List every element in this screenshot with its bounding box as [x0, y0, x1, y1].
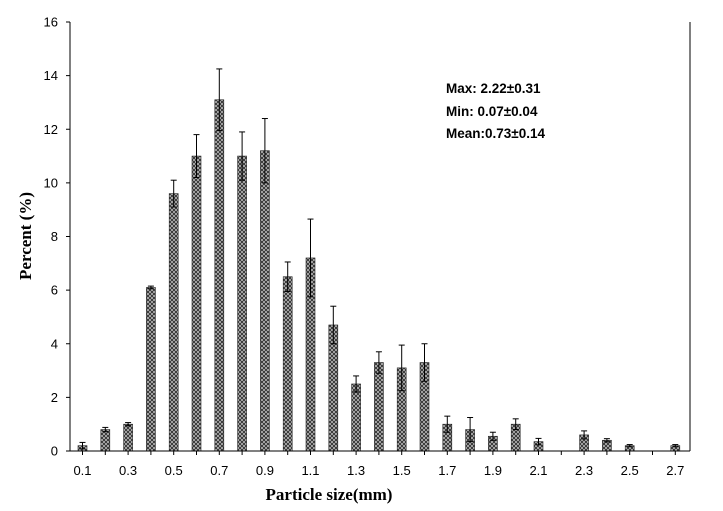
error-bar: [125, 422, 132, 427]
annotation-min: Min: 0.07±0.04: [446, 104, 538, 119]
error-bars-group: [79, 68, 679, 450]
y-tick-label: 10: [44, 175, 58, 190]
error-bar: [421, 343, 428, 382]
error-bar: [147, 285, 154, 290]
y-tick-label: 8: [51, 229, 58, 244]
error-bar: [261, 118, 268, 184]
error-bar: [79, 441, 86, 450]
error-bar: [375, 351, 382, 374]
error-bar: [672, 444, 679, 448]
bar: [237, 155, 247, 452]
y-tick-label: 4: [51, 336, 58, 351]
x-tick-label: 0.1: [73, 463, 91, 478]
x-tick-label: 1.9: [484, 463, 502, 478]
error-bar: [216, 68, 223, 132]
y-ticks-group: 0 2 4 6 8 10 12 14 16: [44, 15, 70, 459]
x-tick-label: 1.7: [438, 463, 456, 478]
error-bar: [467, 416, 474, 443]
x-tick-label: 0.5: [165, 463, 183, 478]
x-tick-label: 1.1: [301, 463, 319, 478]
x-tick-label: 2.3: [575, 463, 593, 478]
x-axis-title: Particle size(mm): [266, 485, 393, 504]
x-tick-label: 0.9: [256, 463, 274, 478]
bar: [282, 276, 293, 452]
y-tick-label: 16: [44, 15, 58, 30]
annotation-mean: Mean:0.73±0.14: [446, 126, 545, 141]
error-bar: [444, 415, 451, 433]
error-bar: [239, 131, 246, 181]
error-bar: [581, 430, 588, 440]
bar: [146, 287, 156, 452]
y-tick-label: 6: [51, 283, 58, 298]
error-bar: [307, 218, 314, 298]
error-bar: [284, 261, 291, 292]
bar: [374, 362, 384, 452]
error-bar: [102, 426, 109, 433]
bars-group: [77, 99, 681, 452]
x-tick-label: 2.5: [621, 463, 639, 478]
x-tick-label: 0.7: [210, 463, 228, 478]
x-tick-label: 2.1: [529, 463, 547, 478]
y-tick-label: 14: [44, 68, 58, 83]
error-bar: [603, 438, 610, 443]
x-tick-label: 0.3: [119, 463, 137, 478]
error-bar: [193, 134, 200, 179]
x-tick-label: 1.3: [347, 463, 365, 478]
error-bar: [353, 375, 360, 393]
error-bar: [489, 431, 496, 441]
y-tick-label: 12: [44, 122, 58, 137]
error-bar: [512, 418, 519, 431]
error-bar: [398, 344, 405, 392]
bar: [260, 150, 270, 452]
annotation-max: Max: 2.22±0.31: [446, 81, 541, 96]
error-bar: [170, 179, 177, 208]
bar: [214, 99, 225, 452]
error-bar: [330, 305, 337, 345]
y-tick-label: 2: [51, 390, 58, 405]
error-bar: [626, 444, 633, 448]
error-bar: [535, 437, 542, 446]
bar: [168, 193, 179, 452]
x-tick-label: 2.7: [666, 463, 684, 478]
x-tick-label: 1.5: [393, 463, 411, 478]
bar: [351, 383, 361, 452]
y-tick-label: 0: [51, 444, 58, 459]
y-axis-title: Percent (%): [16, 192, 35, 280]
bar: [191, 155, 202, 452]
bar: [100, 429, 111, 452]
bar: [123, 423, 133, 452]
x-ticks-group: 0.1 0.3 0.5 0.7 0.9 1.1 1.3 1.5 1.7 1.9 2.1 2.3 2.5 2…: [73, 451, 684, 478]
